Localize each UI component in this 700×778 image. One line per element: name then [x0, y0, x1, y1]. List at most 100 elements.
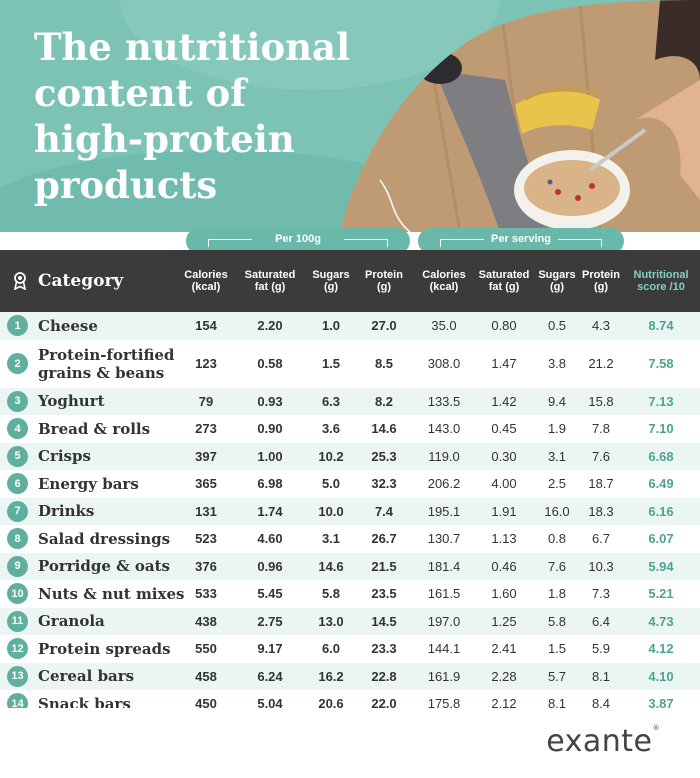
cell-sfat: 2.28 [491, 668, 517, 684]
column-header-score: Nutritional score /10 [626, 250, 696, 312]
cell-pro: 22.0 [371, 696, 397, 712]
cell-sug: 10.0 [318, 503, 344, 519]
rank-badge: 5 [7, 445, 28, 467]
cell-cal: 79 [198, 393, 214, 409]
cell-scal: 181.4 [427, 558, 461, 574]
cell-score: 4.10 [648, 668, 674, 684]
column-header-cal: Calories (kcal) [180, 250, 232, 312]
cell-sug: 6.3 [321, 393, 341, 409]
cell-scal: 144.1 [427, 641, 461, 657]
cell-spro: 7.8 [591, 421, 611, 437]
cell-scal: 161.9 [427, 668, 461, 684]
cell-fat: 2.20 [257, 318, 283, 334]
category-name: Cheese [38, 317, 98, 335]
column-header-line: (g) [376, 281, 392, 293]
cell-score: 6.07 [648, 531, 674, 547]
table-row: 9 Porridge & oats 376 0.96 14.6 21.5 181.4 0.46… [0, 552, 700, 580]
category-name: Yoghurt [38, 392, 105, 410]
bracket-right [558, 239, 602, 247]
cell-pro: 23.5 [371, 586, 397, 602]
cell-fat: 6.98 [257, 476, 283, 492]
column-header-line: Protein [365, 269, 403, 281]
cell-cal: 450 [195, 696, 217, 712]
column-header-ssug: Sugars (g) [536, 250, 578, 312]
column-header-line: Protein [582, 269, 620, 281]
cell-ssug: 0.8 [547, 531, 567, 547]
cell-ssug: 5.7 [547, 668, 567, 684]
category-name: Drinks [38, 502, 94, 520]
cell-pro: 7.4 [374, 503, 394, 519]
column-header-pro: Protein (g) [358, 250, 410, 312]
cell-score: 7.10 [648, 421, 674, 437]
cell-sfat: 4.00 [491, 476, 517, 492]
column-header-line: Sugars [312, 269, 350, 281]
cell-ssug: 7.6 [547, 558, 567, 574]
bracket-right [344, 239, 388, 247]
category-name-line: grains & beans [38, 363, 165, 382]
cell-ssug: 16.0 [544, 503, 570, 519]
category-name: Bread & rolls [38, 420, 150, 438]
cell-sfat: 1.42 [491, 393, 517, 409]
cell-sfat: 1.25 [491, 613, 517, 629]
table-row: 3 Yoghurt 79 0.93 6.3 8.2 133.5 1.42 9.4 15.8 7.13 [0, 387, 700, 415]
cell-spro: 8.1 [591, 668, 611, 684]
category-name-line: Crisps [38, 447, 91, 466]
cell-sfat: 0.45 [491, 421, 517, 437]
category-name: Nuts & nut mixes [38, 585, 184, 603]
cell-score: 8.74 [648, 318, 674, 334]
rank-badge: 7 [7, 500, 28, 522]
cell-sug: 1.0 [321, 318, 341, 334]
column-header-line: Calories [184, 269, 228, 281]
cell-spro: 6.7 [591, 531, 611, 547]
cell-sug: 1.5 [321, 356, 341, 371]
group-headers: Per 100g Per serving [0, 228, 700, 254]
per-100g-group: Per 100g [186, 228, 410, 254]
cell-scal: 206.2 [427, 476, 461, 492]
cell-spro: 4.3 [591, 318, 611, 334]
cell-scal: 35.0 [431, 318, 457, 334]
cell-fat: 9.17 [257, 641, 283, 657]
medal-icon [13, 272, 27, 290]
cell-sug: 6.0 [321, 641, 341, 657]
category-name-line: Yoghurt [38, 392, 105, 411]
per-serving-group: Per serving [418, 228, 624, 254]
column-header-line: Saturated [478, 269, 530, 281]
cell-fat: 0.96 [257, 558, 283, 574]
category-name-line: Bread & rolls [38, 419, 151, 438]
column-header-sfat: Saturated fat (g) [474, 250, 534, 312]
cell-spro: 10.3 [588, 558, 614, 574]
column-header-line: Calories [422, 269, 466, 281]
table-row: 10 Nuts & nut mixes 533 5.45 5.8 23.5 161.5 1.6… [0, 580, 700, 608]
category-header: Category [12, 250, 123, 312]
cell-score: 4.12 [648, 641, 674, 657]
cell-score: 6.16 [648, 503, 674, 519]
cell-spro: 15.8 [588, 393, 614, 409]
column-header-line: Sugars [538, 269, 576, 281]
cell-ssug: 5.8 [547, 613, 567, 629]
cell-pro: 25.3 [371, 448, 397, 464]
cell-sfat: 0.80 [491, 318, 517, 334]
cell-fat: 1.00 [257, 448, 283, 464]
page-title: The nutritional content of high-protein … [34, 25, 351, 207]
cell-pro: 8.2 [374, 393, 394, 409]
column-header-line: fat (g) [488, 281, 520, 293]
rank-badge: 2 [7, 353, 28, 374]
cell-pro: 22.8 [371, 668, 397, 684]
category-name: Porridge & oats [38, 557, 170, 575]
category-header-label: Category [38, 271, 124, 291]
cell-scal: 161.5 [427, 586, 461, 602]
cell-sfat: 1.47 [491, 356, 517, 371]
rank-badge: 4 [7, 418, 28, 440]
bracket-left [440, 239, 484, 247]
cell-cal: 550 [195, 641, 217, 657]
cell-pro: 27.0 [371, 318, 397, 334]
cell-sug: 5.8 [321, 586, 341, 602]
cell-sfat: 2.41 [491, 641, 517, 657]
cell-cal: 273 [195, 421, 217, 437]
cell-cal: 131 [195, 503, 217, 519]
cell-fat: 2.75 [257, 613, 283, 629]
cell-ssug: 9.4 [547, 393, 567, 409]
cell-spro: 8.4 [591, 696, 611, 712]
column-header-line: (g) [593, 281, 609, 293]
category-name-line: Nuts & nut mixes [38, 584, 185, 603]
